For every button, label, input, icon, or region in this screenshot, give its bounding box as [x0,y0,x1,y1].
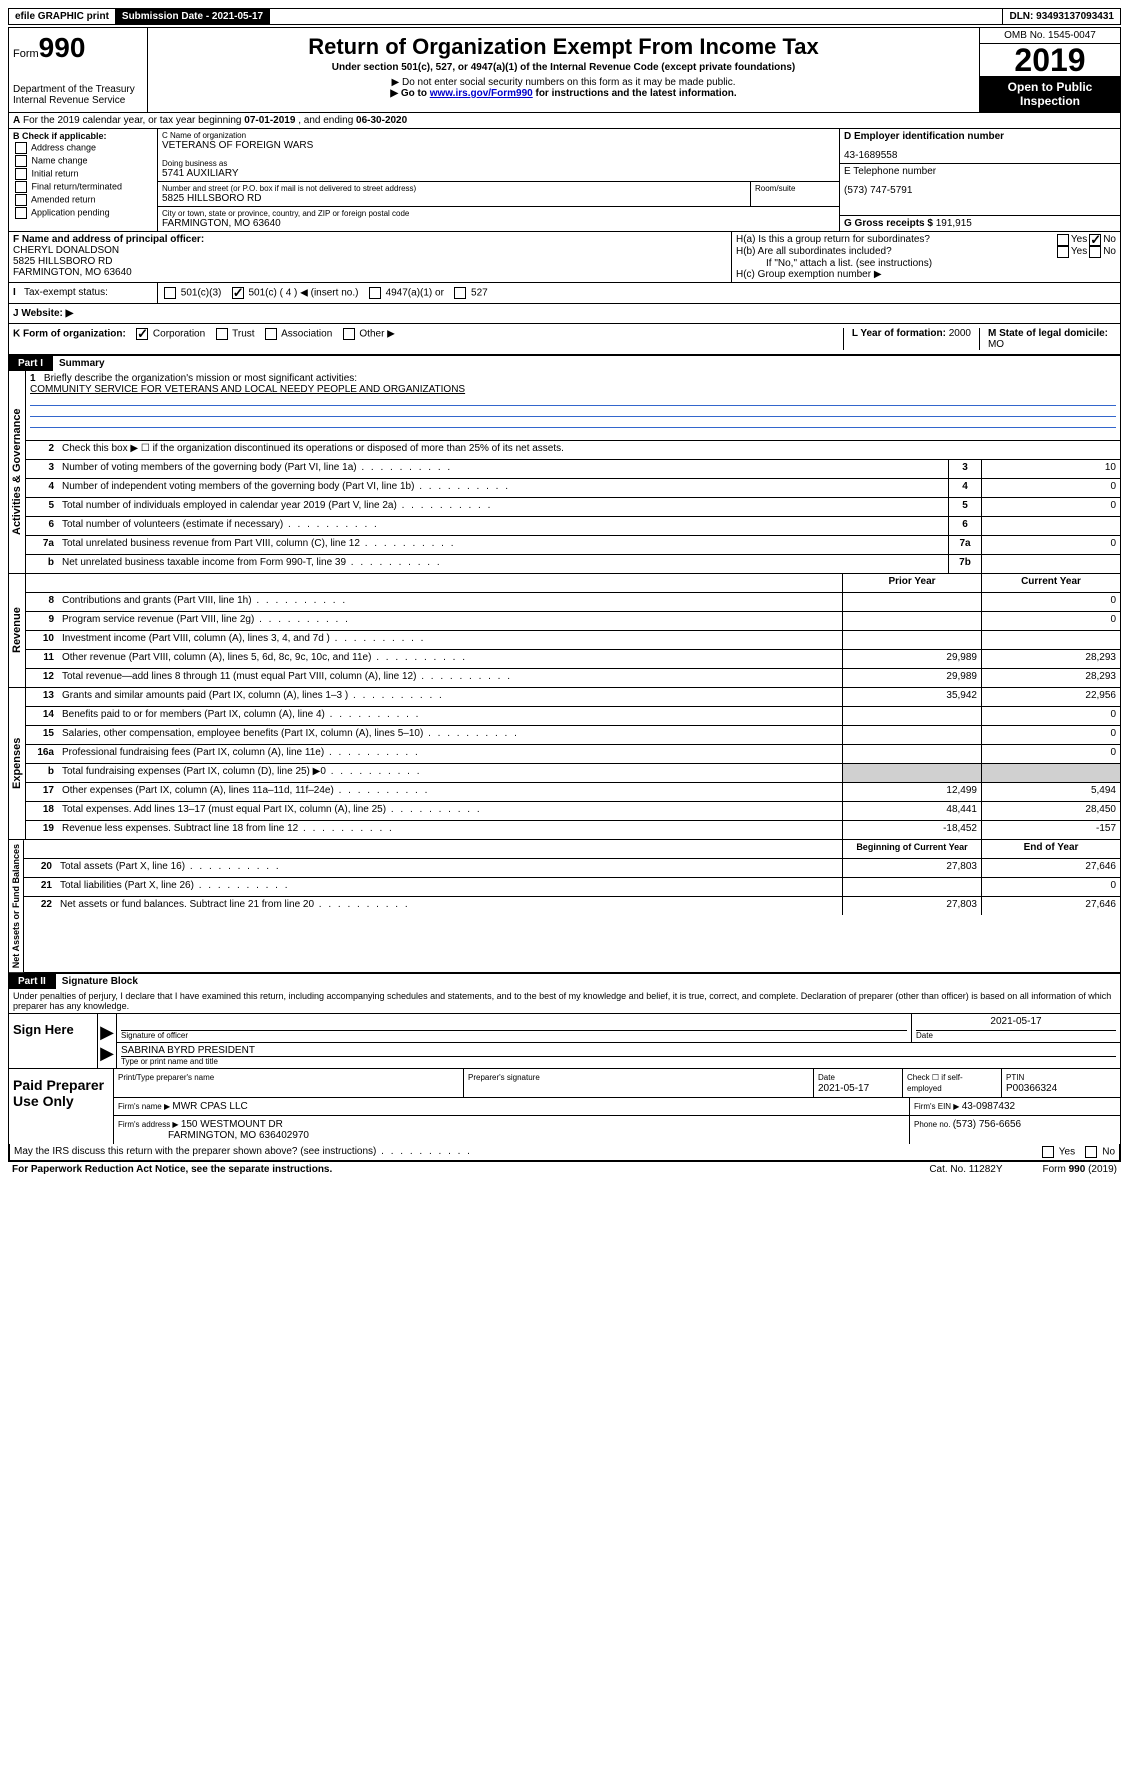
check-name-change[interactable]: Name change [13,155,153,167]
summary-row: 15Salaries, other compensation, employee… [26,726,1120,745]
prior-current-header: Revenue Prior Year Current Year 8Contrib… [8,574,1121,688]
form-number-footer: Form 990 (2019) [1043,1164,1117,1175]
row-j-website: J Website: ▶ [8,304,1121,324]
row-i-tax-status: I Tax-exempt status: 501(c)(3) 501(c) ( … [8,283,1121,304]
form-number: Form990 [13,32,143,64]
form990-link[interactable]: www.irs.gov/Form990 [430,88,533,99]
check-amended-return[interactable]: Amended return [13,194,153,206]
state-domicile: M State of legal domicile: MO [979,328,1116,350]
summary-row: bTotal fundraising expenses (Part IX, co… [26,764,1120,783]
footer-bottom: For Paperwork Reduction Act Notice, see … [8,1162,1121,1177]
summary-row: 22Net assets or fund balances. Subtract … [24,897,1120,915]
summary-row: bNet unrelated business taxable income f… [26,555,1120,573]
signature-block: Under penalties of perjury, I declare th… [8,989,1121,1162]
summary-row: 10Investment income (Part VIII, column (… [26,631,1120,650]
part-1-header: Part I Summary [8,355,1121,371]
summary-row: 13Grants and similar amounts paid (Part … [26,688,1120,707]
summary-row: 12Total revenue—add lines 8 through 11 (… [26,669,1120,687]
year-formation: L Year of formation: 2000 [843,328,979,350]
section-a-period: A For the 2019 calendar year, or tax yea… [8,113,1121,129]
street-block: Number and street (or P.O. box if mail i… [158,182,751,206]
form-note-2: ▶ Go to www.irs.gov/Form990 for instruct… [152,88,975,99]
principal-officer-block: F Name and address of principal officer:… [9,232,732,282]
netassets-section: Net Assets or Fund Balances Beginning of… [8,840,1121,973]
group-return-block: H(a) Is this a group return for subordin… [732,232,1120,282]
row-f-h: F Name and address of principal officer:… [8,232,1121,283]
col-b-checkboxes: B Check if applicable: Address change Na… [9,129,158,231]
top-bar: efile GRAPHIC print Submission Date - 20… [8,8,1121,25]
summary-row: 9Program service revenue (Part VIII, lin… [26,612,1120,631]
main-info-block: B Check if applicable: Address change Na… [8,129,1121,232]
check-address-change[interactable]: Address change [13,142,153,154]
dln-label: DLN: 93493137093431 [1002,9,1120,24]
summary-row: 4Number of independent voting members of… [26,479,1120,498]
part-2-header: Part II Signature Block [8,973,1121,989]
summary-row: 5Total number of individuals employed in… [26,498,1120,517]
line-2-label: Check this box ▶ ☐ if the organization d… [58,441,1120,459]
form-title: Return of Organization Exempt From Incom… [152,34,975,60]
summary-row: 14Benefits paid to or for members (Part … [26,707,1120,726]
dept-label: Department of the TreasuryInternal Reven… [13,84,143,106]
submission-date-button[interactable]: Submission Date - 2021-05-17 [116,9,270,24]
summary-row: 19Revenue less expenses. Subtract line 1… [26,821,1120,839]
row-k-form-org: K Form of organization: Corporation Trus… [8,324,1121,355]
inspection-badge: Open to Public Inspection [980,76,1120,112]
governance-vert-label: Activities & Governance [9,371,26,573]
discuss-row: May the IRS discuss this return with the… [9,1144,1120,1161]
governance-section: Activities & Governance 1 Briefly descri… [8,371,1121,574]
city-block: City or town, state or province, country… [158,207,839,231]
efile-label[interactable]: efile GRAPHIC print [9,9,116,24]
mission-text: COMMUNITY SERVICE FOR VETERANS AND LOCAL… [30,384,465,395]
gross-receipts-block: G Gross receipts $ 191,915 [840,216,1120,231]
summary-row: 3Number of voting members of the governi… [26,460,1120,479]
summary-row: 11Other revenue (Part VIII, column (A), … [26,650,1120,669]
paid-preparer-block: Paid Preparer Use Only Print/Type prepar… [9,1068,1120,1144]
summary-row: 17Other expenses (Part IX, column (A), l… [26,783,1120,802]
summary-row: 8Contributions and grants (Part VIII, li… [26,593,1120,612]
summary-row: 20Total assets (Part X, line 16)27,80327… [24,859,1120,878]
sign-here-label: Sign Here [9,1014,97,1068]
check-final-return[interactable]: Final return/terminated [13,181,153,193]
check-initial-return[interactable]: Initial return [13,168,153,180]
arrow-icon: ▶▶ [97,1014,116,1068]
summary-row: 18Total expenses. Add lines 13–17 (must … [26,802,1120,821]
summary-row: 7aTotal unrelated business revenue from … [26,536,1120,555]
room-suite-block: Room/suite [751,182,839,206]
ein-block: D Employer identification number 43-1689… [840,129,1120,164]
check-application-pending[interactable]: Application pending [13,207,153,219]
form-subtitle: Under section 501(c), 527, or 4947(a)(1)… [152,62,975,73]
expenses-section: Expenses 13Grants and similar amounts pa… [8,688,1121,840]
form-note-1: ▶ Do not enter social security numbers o… [152,77,975,88]
phone-block: E Telephone number (573) 747-5791 [840,164,1120,216]
summary-row: 21Total liabilities (Part X, line 26)0 [24,878,1120,897]
org-name-block: C Name of organization VETERANS OF FOREI… [158,129,839,182]
summary-row: 16aProfessional fundraising fees (Part I… [26,745,1120,764]
summary-row: 6Total number of volunteers (estimate if… [26,517,1120,536]
tax-year: 2019 [980,44,1120,76]
form-header: Form990 Department of the TreasuryIntern… [8,27,1121,113]
penalty-text: Under penalties of perjury, I declare th… [9,989,1120,1013]
